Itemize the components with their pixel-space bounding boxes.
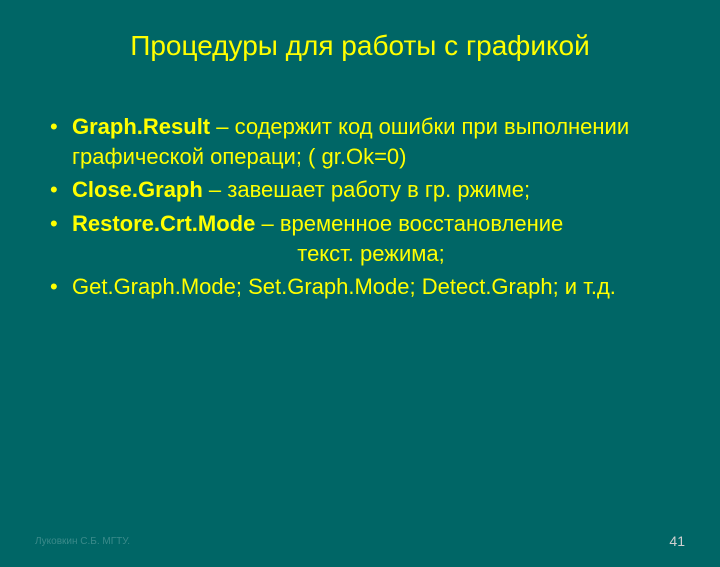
bullet-bold: Graph.Result (72, 114, 210, 139)
bullet-bold: Restore.Crt.Mode (72, 211, 255, 236)
bullet-text: Get.Graph.Mode; Set.Graph.Mode; Detect.G… (72, 274, 616, 299)
bullet-text: – временное восстановление (255, 211, 563, 236)
footer: Луковкин С.Б. МГТУ. 41 (35, 533, 685, 549)
list-item: Close.Graph – завешает работу в гр. ржим… (50, 175, 670, 205)
slide-title: Процедуры для работы с графикой (50, 30, 670, 62)
list-item: Graph.Result – содержит код ошибки при в… (50, 112, 670, 171)
footer-author: Луковкин С.Б. МГТУ. (35, 536, 130, 547)
list-item: Restore.Crt.Mode – временное восстановле… (50, 209, 670, 268)
bullet-list: Graph.Result – содержит код ошибки при в… (50, 112, 670, 302)
bullet-text: – завешает работу в гр. ржиме; (203, 177, 530, 202)
slide: Процедуры для работы с графикой Graph.Re… (0, 0, 720, 567)
page-number: 41 (669, 533, 685, 549)
bullet-continuation: текст. режима; (72, 239, 670, 269)
list-item: Get.Graph.Mode; Set.Graph.Mode; Detect.G… (50, 272, 670, 302)
bullet-bold: Close.Graph (72, 177, 203, 202)
